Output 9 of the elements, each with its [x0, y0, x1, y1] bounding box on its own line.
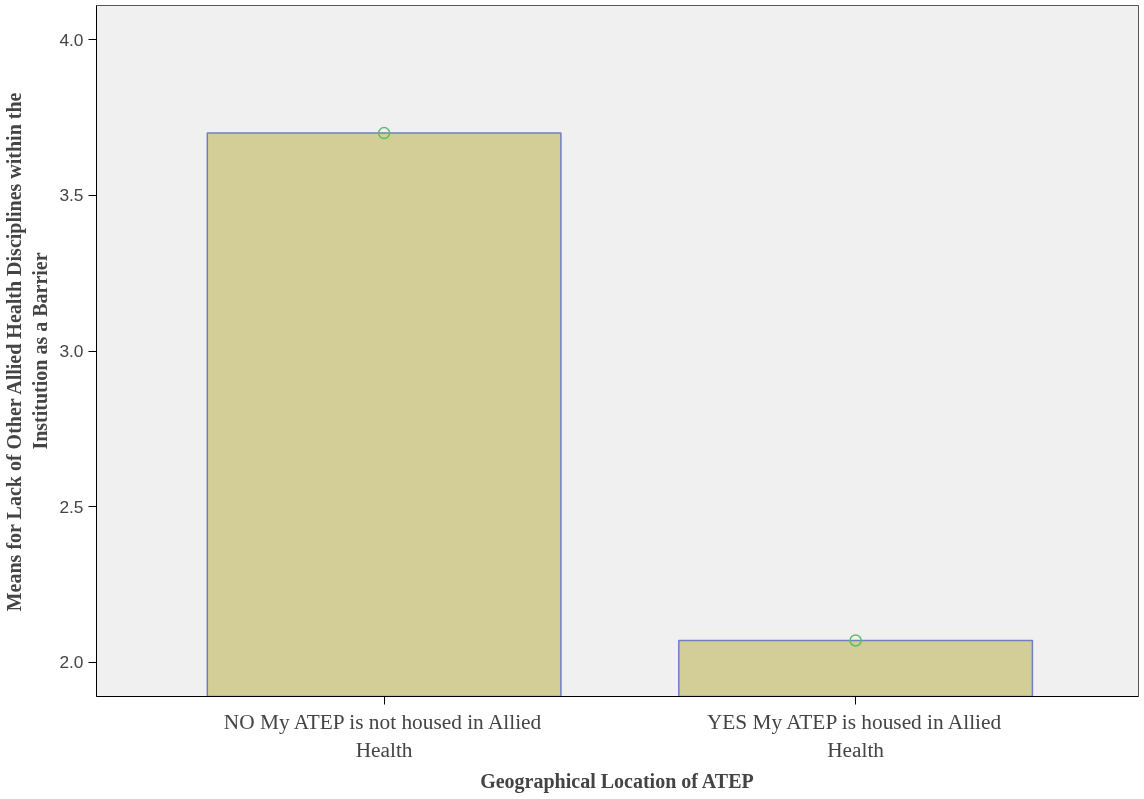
x-axis-title: Geographical Location of ATEP: [480, 770, 754, 794]
x-tick-label: NO My ATEP is not housed in Allied Health: [223, 709, 542, 763]
x-tick-label: YES My ATEP is housed in Allied Health: [706, 709, 1002, 763]
y-tick-label: 2.0: [59, 652, 84, 673]
y-axis-title: Means for Lack of Other Allied Health Disciplines within the Institution as a Barrier: [3, 92, 52, 612]
y-tick-label: 2.5: [59, 496, 84, 517]
y-tick-label: 4.0: [59, 29, 84, 50]
y-tick-label: 3.0: [59, 341, 84, 361]
y-tick-label: 3.5: [59, 185, 84, 206]
